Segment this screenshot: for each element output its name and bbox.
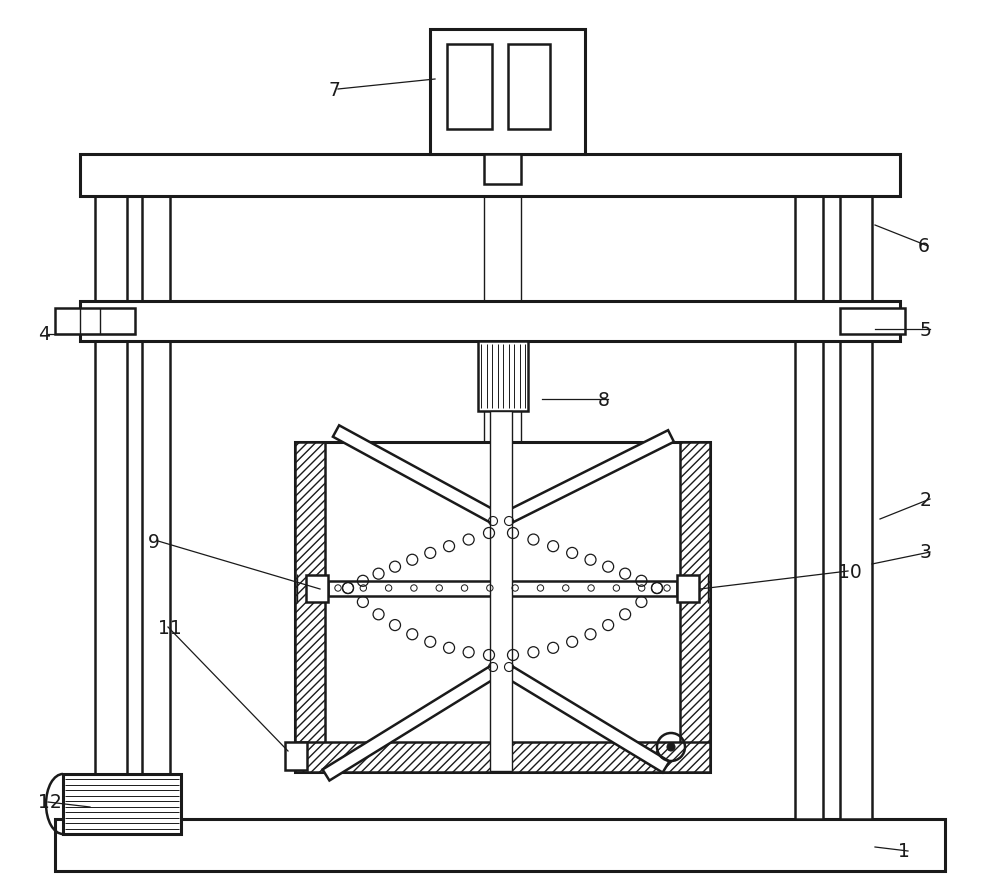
Bar (680, 442, 710, 772)
Bar (295, 442, 325, 772)
Bar (55, 308, 135, 335)
Bar (430, 30, 585, 155)
Bar (478, 342, 528, 411)
Polygon shape (333, 426, 504, 527)
Text: 11: 11 (158, 618, 182, 637)
Bar (95, 175, 127, 819)
Bar (80, 301, 900, 342)
Bar (285, 742, 307, 770)
Bar (328, 581, 677, 596)
Text: 12: 12 (38, 793, 62, 812)
Bar (508, 45, 550, 130)
Text: 1: 1 (898, 842, 910, 860)
Text: 8: 8 (598, 390, 610, 409)
Bar (447, 45, 492, 130)
Bar (295, 742, 710, 772)
Text: 6: 6 (918, 237, 930, 256)
Bar (484, 155, 521, 185)
Text: 4: 4 (38, 325, 50, 344)
Bar (63, 774, 181, 834)
Bar (142, 175, 170, 819)
Bar (840, 175, 872, 819)
Polygon shape (323, 662, 504, 781)
Bar (677, 575, 699, 602)
Circle shape (667, 743, 675, 751)
Bar (490, 411, 512, 771)
Text: 9: 9 (148, 532, 160, 551)
Text: 3: 3 (920, 543, 932, 562)
Bar (80, 155, 900, 197)
Text: 10: 10 (838, 562, 862, 581)
Polygon shape (498, 662, 669, 773)
Bar (484, 155, 521, 544)
Bar (295, 442, 710, 772)
Bar (795, 175, 823, 819)
Text: 2: 2 (920, 490, 932, 509)
Text: 5: 5 (920, 320, 932, 339)
Polygon shape (498, 431, 674, 527)
Bar (306, 575, 328, 602)
Text: 7: 7 (328, 81, 340, 99)
Bar (840, 308, 905, 335)
Bar (55, 819, 945, 871)
